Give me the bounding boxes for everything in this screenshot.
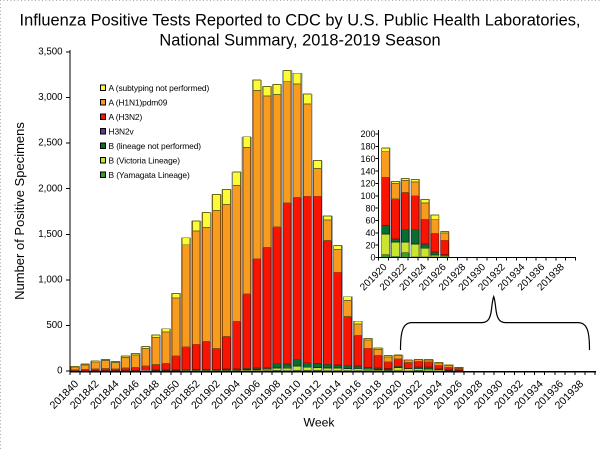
svg-text:20: 20 (365, 240, 375, 250)
svg-text:Number of Positive Specimens: Number of Positive Specimens (12, 122, 27, 300)
svg-text:A (H1N1)pdm09: A (H1N1)pdm09 (109, 98, 168, 108)
svg-text:1,000: 1,000 (38, 274, 63, 285)
svg-text:120: 120 (360, 179, 375, 189)
svg-text:100: 100 (360, 191, 375, 201)
svg-text:160: 160 (360, 154, 375, 164)
svg-text:500: 500 (46, 320, 63, 331)
svg-text:3,000: 3,000 (38, 92, 63, 103)
svg-text:H3N2v: H3N2v (109, 127, 135, 137)
svg-text:0: 0 (57, 366, 63, 377)
svg-text:200: 200 (360, 129, 375, 139)
svg-text:B (Victoria Lineage): B (Victoria Lineage) (109, 156, 181, 166)
svg-text:3,500: 3,500 (38, 47, 63, 58)
svg-text:1,500: 1,500 (38, 229, 63, 240)
svg-text:Influenza Positive Tests Repor: Influenza Positive Tests Reported to CDC… (20, 12, 581, 30)
svg-text:40: 40 (365, 228, 375, 238)
svg-text:B (lineage not performed): B (lineage not performed) (109, 141, 202, 151)
svg-text:A (subtyping not performed): A (subtyping not performed) (109, 83, 210, 93)
svg-text:National Summary, 2018-2019 Se: National Summary, 2018-2019 Season (159, 32, 440, 50)
svg-text:80: 80 (365, 203, 375, 213)
svg-text:2,500: 2,500 (38, 138, 63, 149)
svg-text:Week: Week (304, 416, 336, 430)
svg-text:A (H3N2): A (H3N2) (109, 112, 143, 122)
svg-text:2,000: 2,000 (38, 183, 63, 194)
svg-text:180: 180 (360, 142, 375, 152)
svg-text:60: 60 (365, 216, 375, 226)
svg-text:B (Yamagata Lineage): B (Yamagata Lineage) (109, 170, 190, 180)
svg-text:140: 140 (360, 166, 375, 176)
svg-text:0: 0 (370, 253, 375, 263)
